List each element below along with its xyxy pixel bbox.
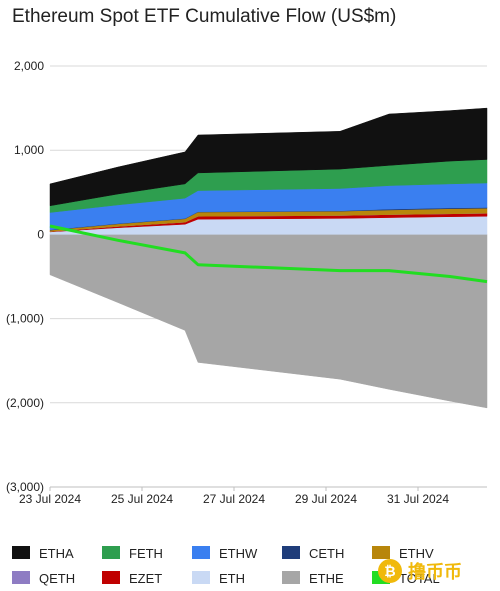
legend-swatch-feth xyxy=(102,546,120,559)
watermark-logo: ₿ 撸币币 xyxy=(376,556,494,586)
stacked-areas xyxy=(49,107,488,409)
y-tick-label: (1,000) xyxy=(6,312,44,326)
area-etha xyxy=(49,107,488,207)
x-tick-label: 27 Jul 2024 xyxy=(203,492,265,506)
y-tick-label: 1,000 xyxy=(14,143,44,157)
legend: ETHA FETH ETHW CETH ETHV QETH EZET ETH ETHE TOTAL xyxy=(12,546,440,586)
svg-text:₿: ₿ xyxy=(384,564,395,580)
legend-swatch-ezet xyxy=(102,571,120,584)
y-tick-label: 0 xyxy=(37,227,44,241)
bitcoin-coin-icon xyxy=(378,559,402,583)
x-tick-label: 29 Jul 2024 xyxy=(295,492,357,506)
legend-swatch-ethe xyxy=(282,571,300,584)
legend-swatch-ceth xyxy=(282,546,300,559)
x-tick-label: 31 Jul 2024 xyxy=(387,492,449,506)
legend-label-ethe: ETHE xyxy=(309,571,344,586)
watermark-text: 撸币币 xyxy=(408,561,462,583)
area-ethe xyxy=(49,234,488,409)
y-axis: 2,000 1,000 0 (1,000) (2,000) (3,000) xyxy=(6,59,44,494)
x-tick-label: 25 Jul 2024 xyxy=(111,492,173,506)
legend-label-ethv: ETHV xyxy=(399,546,434,561)
net-flow-line xyxy=(49,224,488,284)
legend-label-qeth: QETH xyxy=(39,571,75,586)
line-total xyxy=(49,224,488,284)
legend-label-total: TOTAL xyxy=(399,571,440,586)
legend-label-feth: FETH xyxy=(129,546,163,561)
legend-swatch-etha xyxy=(12,546,30,559)
legend-label-eth: ETH xyxy=(219,571,245,586)
legend-swatch-ethw xyxy=(192,546,210,559)
legend-label-etha: ETHA xyxy=(39,546,74,561)
legend-swatch-eth xyxy=(192,571,210,584)
y-tick-label: (2,000) xyxy=(6,396,44,410)
legend-swatch-qeth xyxy=(12,571,30,584)
legend-label-ethw: ETHW xyxy=(219,546,258,561)
legend-label-ceth: CETH xyxy=(309,546,344,561)
legend-swatch-ethv xyxy=(372,546,390,559)
x-tick-label: 23 Jul 2024 xyxy=(19,492,81,506)
x-axis: 23 Jul 2024 25 Jul 2024 27 Jul 2024 29 Jul … xyxy=(19,486,487,506)
y-tick-label: 2,000 xyxy=(14,59,44,73)
chart-title: Ethereum Spot ETF Cumulative Flow (US$m) xyxy=(12,6,397,27)
legend-label-ezet: EZET xyxy=(129,571,162,586)
y-tick-label: (3,000) xyxy=(6,480,44,494)
